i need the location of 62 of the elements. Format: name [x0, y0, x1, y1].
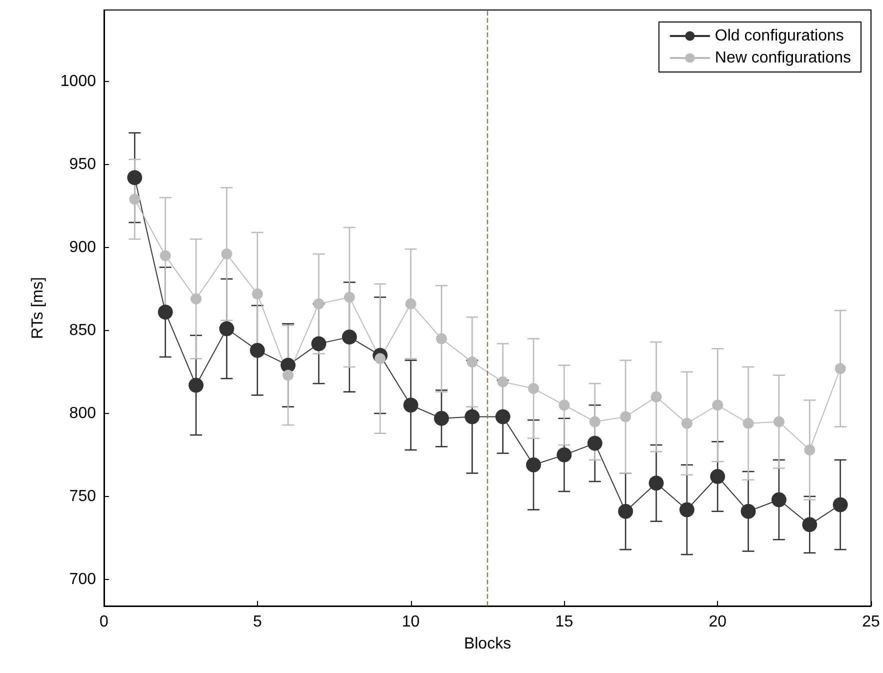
point [556, 447, 572, 462]
point [405, 298, 416, 310]
point [250, 342, 265, 358]
point [344, 292, 355, 303]
point [436, 333, 447, 344]
point [526, 457, 542, 472]
point [466, 356, 478, 368]
y-tick-label: 1000 [60, 72, 96, 90]
point [188, 378, 204, 393]
point [648, 476, 664, 491]
point [712, 400, 724, 411]
point [311, 336, 326, 352]
point [618, 504, 634, 519]
point [403, 398, 418, 413]
point [252, 288, 263, 300]
x-axis-title: Blocks [464, 636, 512, 652]
legend-label: Old configurations [714, 28, 844, 44]
point [773, 416, 784, 428]
point [495, 409, 510, 424]
point [221, 248, 232, 260]
point [834, 363, 846, 374]
point [802, 517, 818, 532]
point [464, 409, 480, 424]
point [190, 293, 202, 304]
point [681, 418, 692, 429]
point [528, 383, 540, 394]
point [160, 250, 171, 262]
point [558, 400, 570, 411]
point [740, 504, 756, 519]
point [832, 497, 848, 512]
x-tick-label: 0 [100, 614, 109, 630]
x-tick-label: 20 [708, 614, 727, 630]
y-axis-title: RTs [ms] [30, 277, 46, 339]
point [710, 469, 726, 484]
point [497, 376, 508, 388]
point [313, 298, 324, 310]
y-tick-label: 800 [69, 404, 96, 422]
point [127, 170, 142, 186]
x-tick-label: 5 [252, 614, 262, 630]
point [804, 444, 816, 456]
point [587, 436, 602, 451]
point [742, 418, 754, 429]
point [434, 410, 449, 426]
x-tick-label: 15 [555, 614, 574, 630]
point [219, 321, 234, 336]
point [620, 411, 632, 422]
point [679, 502, 694, 518]
legend-label: New configurations [714, 50, 852, 66]
y-tick-label: 700 [69, 570, 96, 588]
y-tick-label: 900 [69, 238, 96, 256]
point [282, 370, 294, 381]
point [771, 492, 786, 508]
x-tick-label: 25 [862, 614, 880, 630]
y-tick-label: 850 [69, 322, 96, 339]
point [158, 304, 173, 320]
x-tick-label: 10 [402, 614, 420, 630]
y-tick-label: 950 [69, 156, 96, 173]
point [129, 194, 140, 205]
point [589, 416, 600, 428]
y-tick-label: 750 [69, 488, 96, 505]
point [650, 391, 662, 402]
point [342, 330, 357, 345]
